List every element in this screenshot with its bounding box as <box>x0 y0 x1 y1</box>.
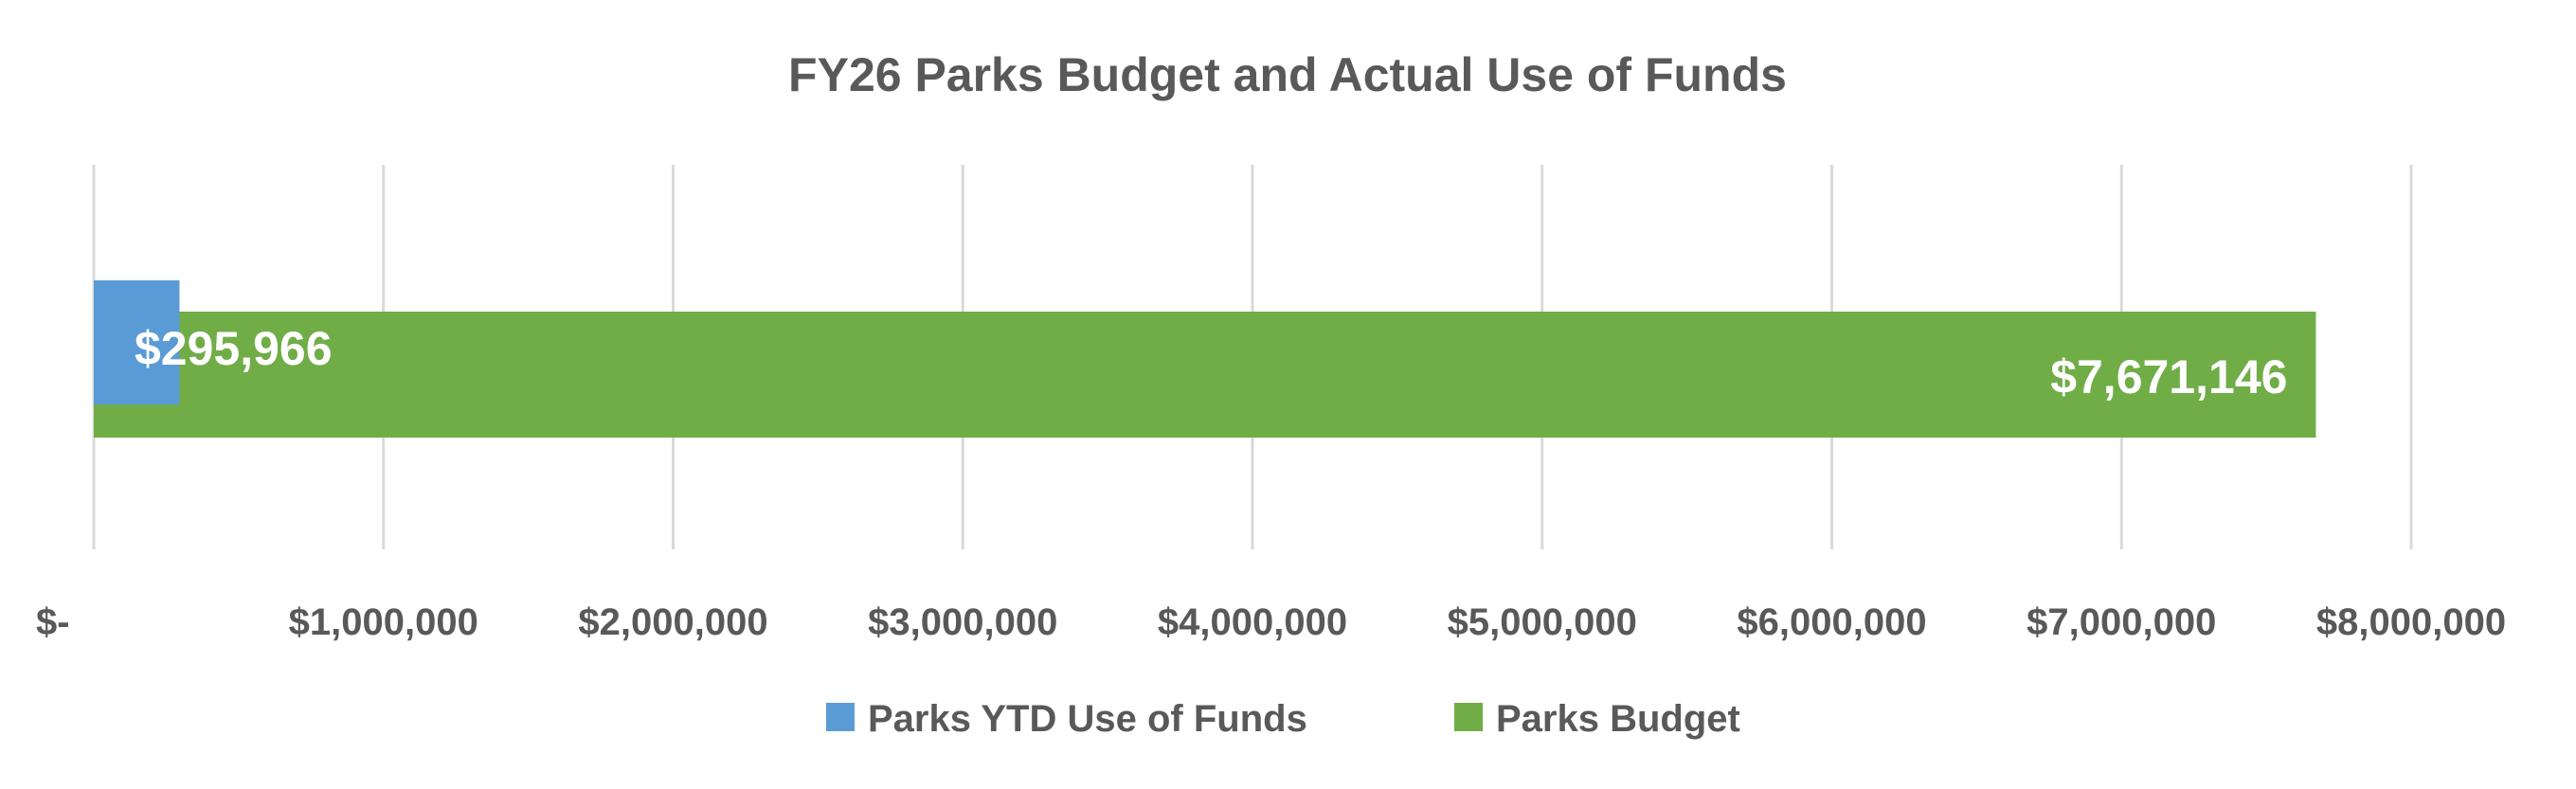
x-tick-label: $6,000,000 <box>1737 601 1926 643</box>
bars: $295,966 $7,671,146 <box>94 280 2316 438</box>
x-tick-label: $- <box>36 601 70 643</box>
legend-item: Parks YTD Use of Funds <box>826 698 1307 740</box>
x-tick-label: $8,000,000 <box>2316 601 2506 643</box>
x-tick-label: $2,000,000 <box>578 601 767 643</box>
chart-title: FY26 Parks Budget and Actual Use of Fund… <box>788 48 1787 101</box>
bar-parks-ytd-use-of-funds <box>94 280 180 404</box>
legend: Parks YTD Use of Funds Parks Budget <box>826 698 1740 740</box>
legend-swatch <box>1454 703 1483 731</box>
bar-parks-budget <box>94 312 2316 438</box>
legend-label: Parks Budget <box>1496 698 1740 740</box>
legend-label: Parks YTD Use of Funds <box>868 698 1307 740</box>
x-tick-label: $3,000,000 <box>868 601 1057 643</box>
data-label-parks-ytd: $295,966 <box>135 322 333 375</box>
legend-swatch <box>826 703 855 731</box>
x-tick-label: $7,000,000 <box>2027 601 2216 643</box>
x-axis-ticks: $- $1,000,000 $2,000,000 $3,000,000 $4,000,0… <box>36 601 2506 643</box>
legend-item: Parks Budget <box>1454 698 1740 740</box>
x-tick-label: $4,000,000 <box>1158 601 1347 643</box>
x-tick-label: $1,000,000 <box>289 601 478 643</box>
x-tick-label: $5,000,000 <box>1448 601 1637 643</box>
data-label-parks-budget: $7,671,146 <box>2050 350 2287 403</box>
